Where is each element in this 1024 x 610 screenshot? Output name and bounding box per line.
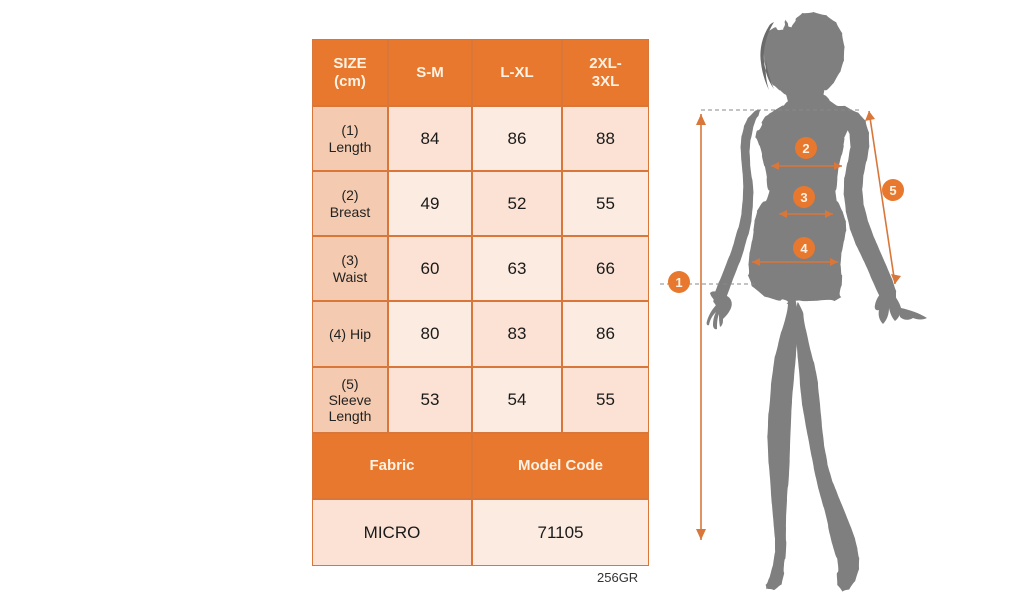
svg-text:2: 2 — [802, 141, 809, 156]
svg-text:5: 5 — [889, 183, 896, 198]
svg-text:3: 3 — [800, 190, 807, 205]
svg-text:1: 1 — [675, 275, 682, 290]
svg-text:4: 4 — [800, 241, 808, 256]
